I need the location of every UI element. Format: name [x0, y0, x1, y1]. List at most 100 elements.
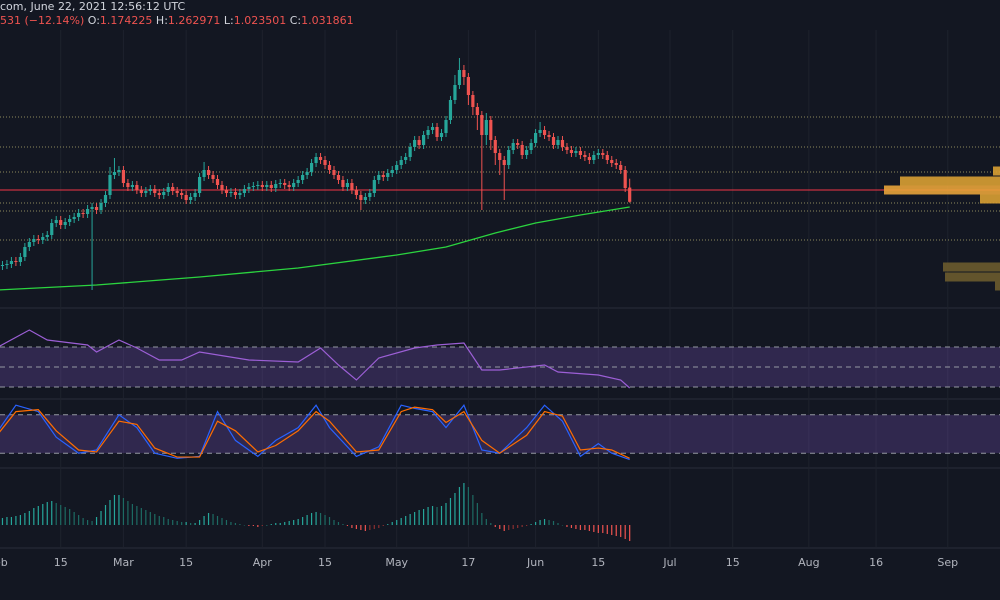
candle-body	[614, 163, 618, 165]
candle-body	[32, 239, 36, 242]
histogram-bar	[113, 495, 116, 525]
histogram-bar	[91, 521, 93, 525]
histogram-bar	[440, 506, 443, 525]
candle-body	[327, 165, 332, 170]
histogram-bar	[319, 513, 322, 525]
histogram-bar	[86, 520, 89, 525]
candle-body	[108, 175, 112, 195]
candle-body	[309, 163, 314, 172]
histogram-bar	[131, 504, 133, 525]
candle-body	[574, 151, 578, 153]
histogram-bar	[104, 505, 107, 525]
candle-body	[578, 151, 582, 155]
histogram-bar	[588, 525, 590, 531]
histogram-bar	[24, 513, 26, 525]
histogram-bar	[548, 520, 550, 525]
candle-body	[435, 127, 439, 137]
candle-body	[206, 170, 211, 175]
candle-body	[251, 186, 255, 187]
candle-body	[538, 130, 542, 133]
candle-body	[81, 213, 85, 214]
histogram-bar	[557, 523, 559, 525]
histogram-bar	[302, 517, 304, 525]
histogram-bar	[561, 525, 564, 526]
histogram-bar	[539, 520, 541, 525]
histogram-bar	[405, 516, 407, 525]
histogram-bar	[463, 483, 465, 525]
candle-body	[157, 193, 161, 195]
histogram-bar	[378, 525, 380, 528]
candle-body	[274, 184, 278, 188]
candle-body	[350, 183, 354, 190]
histogram-bar	[512, 525, 514, 529]
histogram-bar	[449, 498, 452, 525]
indicator-line	[0, 329, 631, 389]
candle-body	[525, 150, 529, 155]
histogram-bar	[337, 522, 340, 525]
x-tick-label: Mar	[113, 556, 134, 569]
histogram-bar	[624, 525, 626, 539]
candle-body	[85, 209, 90, 214]
candle-body	[565, 147, 569, 150]
histogram-bar	[261, 525, 263, 526]
histogram-bar	[270, 524, 272, 525]
histogram-bar	[534, 522, 537, 525]
x-tick-label: 16	[869, 556, 883, 569]
histogram-bar	[19, 515, 21, 525]
candle-body	[287, 185, 291, 187]
histogram-bar	[552, 521, 555, 525]
histogram-bar	[95, 517, 98, 525]
candle-body	[336, 175, 341, 180]
candle-body	[77, 213, 81, 217]
candle-body	[354, 190, 358, 195]
candle-body	[184, 195, 188, 200]
x-tick-label: Apr	[253, 556, 273, 569]
histogram-bar	[351, 525, 353, 528]
histogram-bar	[566, 525, 568, 527]
candle-body	[202, 170, 206, 177]
candle-body	[619, 165, 623, 170]
histogram-bar	[248, 525, 250, 526]
candle-body	[601, 153, 605, 155]
histogram-bar	[593, 525, 595, 532]
candle-body	[215, 179, 220, 185]
histogram-bar	[288, 521, 290, 525]
histogram-bar	[355, 525, 357, 529]
histogram-bar	[579, 525, 581, 530]
histogram-bar	[6, 517, 8, 525]
histogram-bar	[543, 519, 546, 525]
histogram-bar	[172, 520, 174, 525]
histogram-bar	[472, 495, 474, 525]
candle-body	[448, 100, 453, 120]
candle-body	[117, 170, 121, 172]
histogram-bar	[284, 522, 286, 525]
candle-body	[265, 185, 269, 187]
histogram-bar	[28, 511, 30, 525]
histogram-bar	[100, 511, 102, 525]
histogram-bar	[575, 525, 577, 529]
candle-body	[233, 192, 238, 195]
histogram-bar	[414, 512, 416, 525]
candle-body	[269, 185, 273, 188]
histogram-bar	[37, 506, 39, 525]
candle-body	[323, 160, 327, 165]
candle-body	[121, 170, 126, 183]
histogram-bar	[396, 520, 398, 525]
candle-body	[112, 172, 117, 175]
candle-body	[623, 170, 627, 188]
candle-body	[63, 222, 67, 225]
candle-body	[507, 150, 511, 165]
candle-body	[283, 183, 287, 185]
histogram-bar	[239, 524, 241, 525]
candle-body	[395, 165, 399, 170]
candle-body	[592, 155, 596, 160]
candle-body	[583, 155, 587, 157]
x-tick-label: 15	[54, 556, 68, 569]
candle-body	[99, 203, 103, 210]
histogram-bar	[467, 487, 469, 525]
histogram-bar	[373, 525, 375, 529]
candle-body	[305, 172, 309, 175]
candle-body	[238, 193, 242, 195]
candle-body	[381, 175, 385, 177]
